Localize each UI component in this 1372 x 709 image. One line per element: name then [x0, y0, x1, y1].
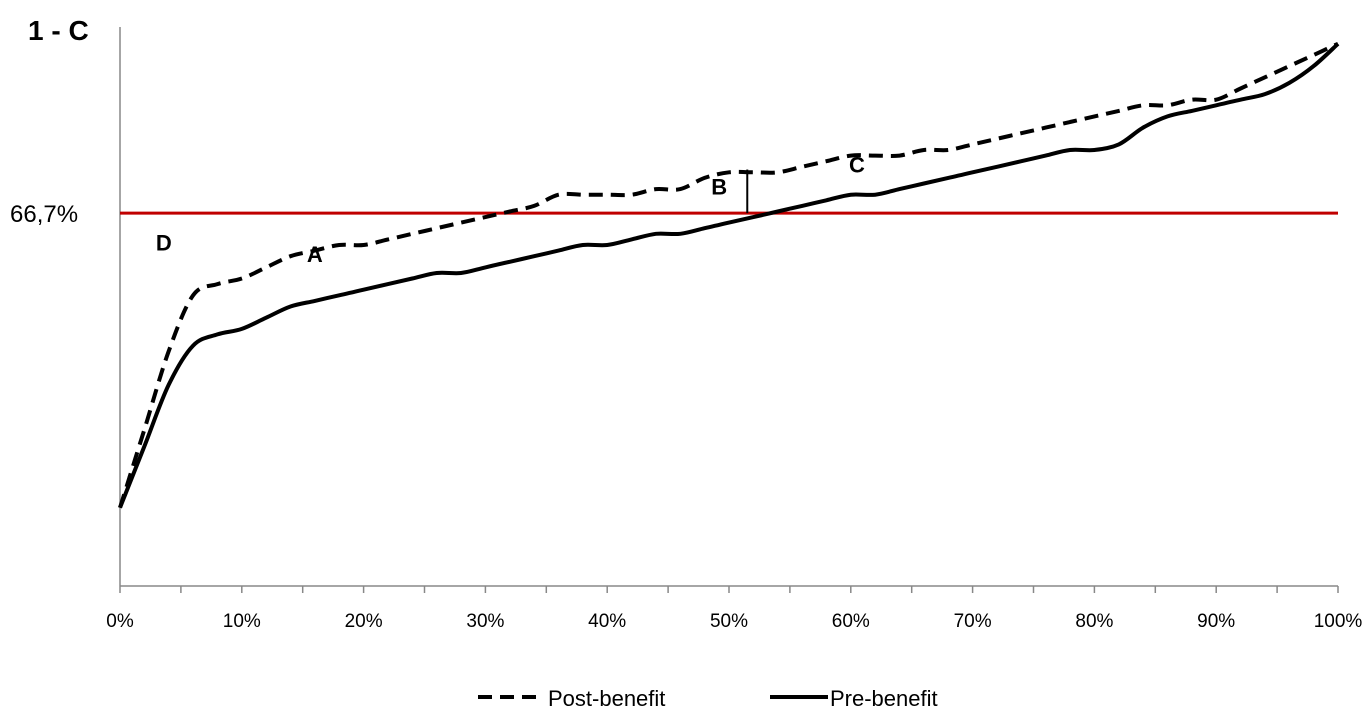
x-tick-label: 100% — [1314, 611, 1363, 632]
x-tick-label: 40% — [588, 611, 626, 632]
x-ticks — [119, 586, 1339, 593]
x-tick-label: 80% — [1075, 611, 1113, 632]
annotations: A B C D — [156, 152, 865, 266]
x-tick-label: 10% — [223, 611, 261, 632]
annotation-d: D — [156, 231, 172, 256]
reference-line-label: 66,7% — [10, 201, 78, 228]
x-tick-label: 30% — [466, 611, 504, 632]
legend-label-post-benefit: Post-benefit — [548, 686, 665, 709]
x-tick-label: 50% — [710, 611, 748, 632]
x-tick-label: 0% — [106, 611, 134, 632]
series-post-benefit-line — [118, 41, 1339, 509]
annotation-b: B — [711, 175, 727, 200]
x-tick-label: 70% — [954, 611, 992, 632]
x-tick-label: 60% — [832, 611, 870, 632]
legend: Post-benefit Pre-benefit — [478, 686, 938, 709]
x-tick-label: 20% — [345, 611, 383, 632]
x-tick-label: 90% — [1197, 611, 1235, 632]
annotation-c: C — [849, 152, 865, 177]
annotation-a: A — [307, 242, 323, 267]
y-axis-label: 1 - C — [28, 15, 89, 46]
series-pre-benefit-line — [118, 42, 1340, 509]
x-tick-labels: 0% 10% 20% 30% 40% 50% 60% 70% 80% 90% 100% — [106, 611, 1362, 632]
axes — [119, 27, 1338, 587]
legend-label-pre-benefit: Pre-benefit — [830, 686, 938, 709]
